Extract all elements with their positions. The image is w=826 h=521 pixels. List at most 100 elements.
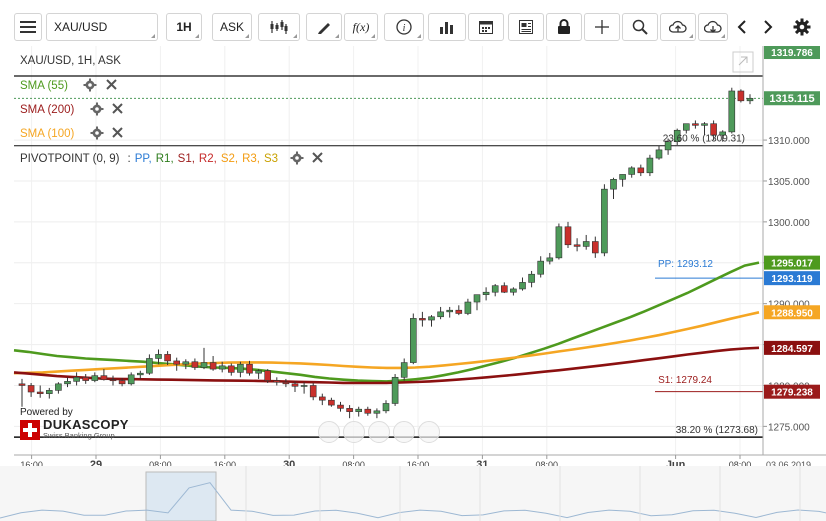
price-tag-text: 1279.238 bbox=[771, 388, 813, 399]
candle bbox=[209, 356, 217, 371]
nav-forward-icon[interactable] bbox=[418, 421, 440, 443]
expand-icon[interactable] bbox=[732, 51, 754, 73]
swiss-banking-label: Swiss Banking Group bbox=[43, 431, 115, 440]
calendar-button[interactable] bbox=[468, 13, 504, 41]
drawing-tools-button[interactable] bbox=[306, 13, 342, 41]
candle bbox=[619, 174, 626, 187]
candle-up bbox=[601, 188, 608, 254]
pivot-item: R1, bbox=[156, 153, 174, 165]
candle bbox=[664, 138, 672, 155]
nav-zoom-out-icon[interactable] bbox=[343, 421, 365, 443]
candle-down bbox=[591, 241, 599, 254]
candle bbox=[182, 359, 190, 370]
lock-button[interactable] bbox=[546, 13, 582, 41]
chart-overlay bbox=[732, 51, 754, 73]
navigator-bg bbox=[0, 466, 826, 521]
news-icon bbox=[519, 20, 533, 34]
candle-down bbox=[36, 391, 44, 394]
candle bbox=[246, 360, 253, 376]
svg-text:i: i bbox=[403, 23, 406, 34]
download-button[interactable] bbox=[698, 13, 728, 41]
legend-sma100: SMA (100) bbox=[20, 128, 74, 140]
candle bbox=[719, 130, 727, 142]
candle bbox=[591, 236, 599, 258]
expand-arrow-icon bbox=[738, 56, 748, 66]
candle bbox=[328, 397, 335, 407]
sma55-close-icon[interactable] bbox=[106, 79, 117, 90]
indicators-button[interactable]: f(x) bbox=[344, 13, 378, 41]
chart-type-button[interactable] bbox=[258, 13, 300, 41]
timeframe-selector[interactable]: 1H bbox=[166, 13, 202, 41]
sma100-settings-icon[interactable] bbox=[90, 126, 104, 140]
candle bbox=[646, 154, 654, 177]
candle bbox=[282, 378, 290, 388]
candle bbox=[446, 306, 454, 318]
instrument-selector[interactable]: XAU/USD bbox=[46, 13, 158, 41]
scroll-right-button[interactable] bbox=[756, 13, 780, 41]
candle-up bbox=[537, 260, 545, 275]
candle-down bbox=[637, 167, 645, 174]
candle-up bbox=[446, 309, 454, 313]
candle-up bbox=[555, 226, 563, 259]
candle-up bbox=[300, 385, 308, 387]
candle bbox=[337, 401, 344, 412]
sma200-settings-icon[interactable] bbox=[90, 102, 104, 116]
candle-down bbox=[164, 354, 171, 362]
price-tag: 1284.597 bbox=[764, 340, 820, 355]
crosshair-button[interactable] bbox=[584, 13, 620, 41]
info-button[interactable]: i bbox=[384, 13, 424, 41]
candle-up bbox=[719, 131, 727, 136]
navigator-panel[interactable] bbox=[0, 466, 826, 521]
candle bbox=[18, 378, 26, 407]
candle bbox=[573, 238, 581, 252]
nav-zoom-in-icon[interactable] bbox=[393, 421, 415, 443]
candle bbox=[610, 177, 617, 199]
legend-sma200: SMA (200) bbox=[20, 104, 74, 116]
candle-down bbox=[737, 90, 745, 102]
settings-button[interactable] bbox=[788, 13, 816, 41]
candle bbox=[628, 166, 636, 178]
candle bbox=[564, 221, 572, 249]
candle bbox=[73, 372, 80, 386]
pivot-close-icon[interactable] bbox=[312, 152, 323, 163]
candles bbox=[18, 87, 754, 419]
upload-button[interactable] bbox=[660, 13, 696, 41]
swiss-cross-icon bbox=[20, 419, 40, 440]
candle bbox=[737, 89, 745, 103]
price-tag: 1315.115 bbox=[764, 91, 820, 106]
nav-back-icon[interactable] bbox=[318, 421, 340, 443]
chart-legend: XAU/USD, 1H, ASK SMA (55) SMA (200) SMA … bbox=[20, 55, 758, 436]
candle-up bbox=[45, 390, 53, 394]
sma-line bbox=[13, 261, 760, 383]
candle bbox=[701, 122, 708, 136]
x-tick-label: 08:00 bbox=[536, 460, 559, 470]
zoom-button[interactable] bbox=[622, 13, 658, 41]
timeframe-label: 1H bbox=[176, 20, 192, 34]
sma55-settings-icon[interactable] bbox=[83, 78, 97, 92]
nav-fit-icon[interactable] bbox=[368, 421, 390, 443]
price-tag-bg bbox=[764, 384, 820, 399]
price-chart[interactable]: 1275.0001280.0001285.0001290.0001295.000… bbox=[0, 46, 826, 521]
scroll-left-button[interactable] bbox=[730, 13, 754, 41]
candle-down bbox=[173, 360, 180, 365]
crosshair-icon bbox=[595, 20, 609, 34]
volume-button[interactable] bbox=[428, 13, 466, 41]
candle bbox=[482, 287, 490, 301]
candle bbox=[655, 145, 663, 160]
candle-down bbox=[500, 285, 508, 293]
menu-button[interactable] bbox=[14, 13, 42, 41]
pivot-settings-icon[interactable] bbox=[290, 151, 304, 165]
price-tag: 1295.017 bbox=[764, 255, 820, 270]
hamburger-icon bbox=[20, 21, 36, 33]
candle bbox=[491, 284, 499, 297]
sma200-close-icon[interactable] bbox=[112, 103, 123, 114]
candle bbox=[237, 361, 244, 378]
candle-down bbox=[100, 375, 108, 381]
side-selector[interactable]: ASK bbox=[212, 13, 252, 41]
sma100-close-icon[interactable] bbox=[112, 127, 123, 138]
candle-up bbox=[655, 149, 663, 159]
price-tag-text: 1315.115 bbox=[769, 93, 814, 105]
candle bbox=[118, 378, 126, 387]
news-button[interactable] bbox=[508, 13, 544, 41]
candle bbox=[228, 363, 235, 376]
